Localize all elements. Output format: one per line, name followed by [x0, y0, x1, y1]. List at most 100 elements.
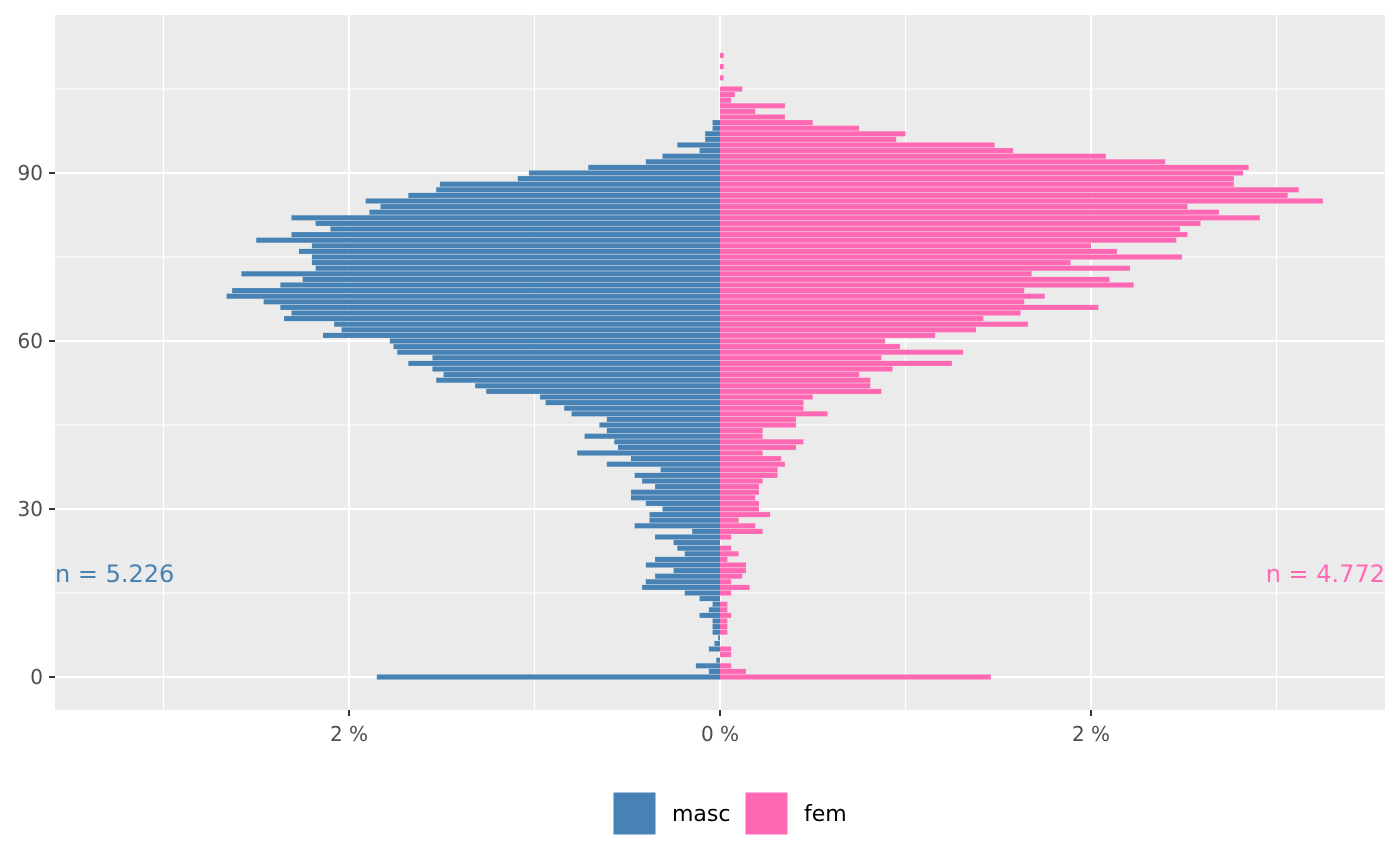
bar-masc	[712, 629, 720, 635]
bar-masc	[705, 131, 720, 137]
bar-masc	[323, 332, 720, 338]
y-tick-label: 60	[18, 329, 43, 353]
bar-masc	[630, 456, 720, 462]
bar-masc	[311, 254, 720, 260]
bar-masc	[714, 640, 720, 646]
bar-masc	[655, 484, 720, 490]
bar-masc	[606, 428, 720, 434]
bar-masc	[577, 450, 720, 456]
bar-masc	[718, 635, 720, 641]
bar-fem	[720, 103, 785, 109]
bar-masc	[280, 282, 720, 288]
bar-fem	[720, 215, 1260, 221]
bar-fem	[720, 64, 724, 70]
x-tick-label: 0 %	[701, 722, 739, 746]
bar-fem	[720, 265, 1130, 271]
y-tick-label: 90	[18, 161, 43, 185]
bar-masc	[311, 260, 720, 266]
bar-fem	[720, 428, 763, 434]
bar-fem	[720, 271, 1032, 277]
bar-masc	[291, 310, 720, 316]
bar-fem	[720, 310, 1021, 316]
x-tick-label: 2 %	[1072, 722, 1110, 746]
bar-masc	[662, 153, 720, 159]
bar-masc	[645, 500, 720, 506]
bar-fem	[720, 523, 756, 529]
bar-masc	[645, 159, 720, 165]
bar-masc	[263, 299, 720, 305]
bar-masc	[397, 349, 720, 355]
bar-masc	[256, 237, 720, 243]
bar-fem	[720, 500, 759, 506]
bar-masc	[436, 377, 720, 383]
bar-fem	[720, 97, 732, 103]
legend-label-masc: masc	[672, 802, 730, 827]
bar-masc	[517, 176, 720, 182]
bar-fem	[720, 517, 739, 523]
bar-fem	[720, 551, 739, 557]
bar-masc	[712, 624, 720, 630]
bar-fem	[720, 422, 797, 428]
bar-masc	[432, 366, 720, 372]
bar-masc	[486, 388, 720, 394]
bar-masc	[692, 528, 720, 534]
bar-fem	[720, 556, 728, 562]
bar-fem	[720, 344, 900, 350]
bar-masc	[712, 125, 720, 131]
bar-fem	[720, 260, 1071, 266]
bar-masc	[634, 523, 720, 529]
bar-masc	[330, 226, 720, 232]
bar-masc	[634, 472, 720, 478]
bar-fem	[720, 288, 1025, 294]
bar-fem	[720, 394, 813, 400]
bar-fem	[720, 248, 1117, 254]
bar-fem	[720, 624, 728, 630]
bar-masc	[408, 192, 720, 198]
bar-masc	[712, 618, 720, 624]
bar-fem	[720, 338, 886, 344]
bar-masc	[389, 338, 720, 344]
bar-fem	[720, 433, 763, 439]
bar-fem	[720, 355, 882, 361]
bar-fem	[720, 237, 1177, 243]
bar-masc	[642, 584, 720, 590]
bar-masc	[630, 489, 720, 495]
bar-fem	[720, 601, 728, 607]
bar-masc	[528, 170, 720, 176]
bar-fem	[720, 612, 732, 618]
bar-fem	[720, 579, 732, 585]
bar-masc	[655, 573, 720, 579]
bar-masc	[232, 288, 720, 294]
bar-masc	[712, 120, 720, 126]
bar-fem	[720, 461, 785, 467]
bar-masc	[673, 540, 720, 546]
bar-masc	[705, 136, 720, 142]
bar-fem	[720, 86, 743, 92]
bar-fem	[720, 668, 746, 674]
bar-masc	[699, 148, 720, 154]
bar-fem	[720, 652, 732, 658]
axis-ticks	[49, 172, 1092, 716]
bar-masc	[695, 663, 720, 669]
bar-masc	[439, 181, 720, 187]
bar-fem	[720, 131, 906, 137]
bar-fem	[720, 316, 984, 322]
bar-fem	[720, 506, 759, 512]
bar-fem	[720, 187, 1299, 193]
bar-fem	[720, 372, 860, 378]
bar-fem	[720, 618, 728, 624]
fem-count-annotation: n = 4.772	[1266, 560, 1385, 588]
bar-fem	[720, 192, 1288, 198]
bar-fem	[720, 590, 732, 596]
bar-fem	[720, 254, 1182, 260]
bar-masc	[660, 467, 720, 473]
bar-fem	[720, 450, 763, 456]
x-tick-label: 2 %	[330, 722, 368, 746]
bar-fem	[720, 114, 785, 120]
bar-masc	[673, 568, 720, 574]
bar-fem	[720, 388, 882, 394]
bar-masc	[443, 372, 720, 378]
bar-masc	[298, 248, 720, 254]
bar-masc	[369, 209, 720, 215]
bar-fem	[720, 170, 1244, 176]
